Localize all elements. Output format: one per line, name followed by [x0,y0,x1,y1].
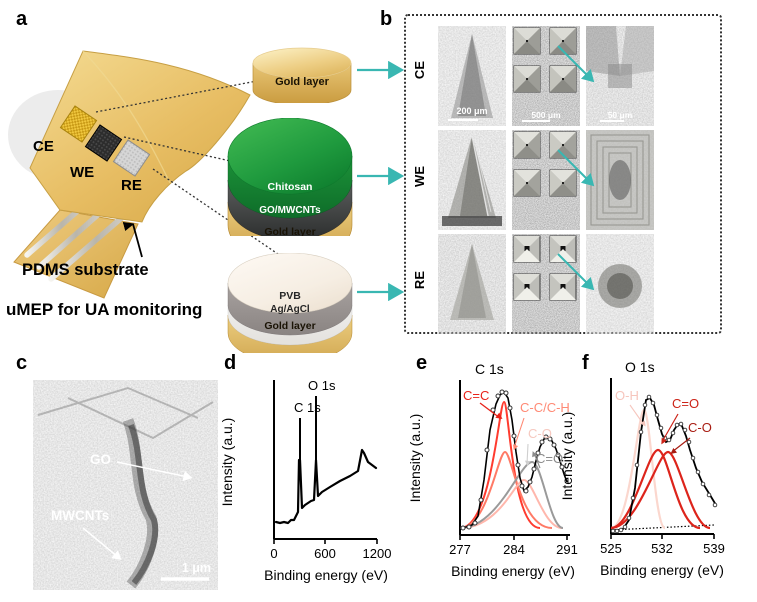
svg-text:50 μm: 50 μm [608,110,633,120]
svg-text:Intensity (a.u.): Intensity (a.u.) [559,412,575,501]
svg-text:C-O: C-O [688,420,712,435]
svg-text:O 1s: O 1s [625,359,655,375]
svg-text:C=O: C=O [672,396,699,411]
svg-text:539: 539 [703,541,725,556]
svg-text:O-H: O-H [615,388,639,403]
svg-text:532: 532 [651,541,673,556]
svg-text:200 μm: 200 μm [456,106,487,116]
svg-text:Binding energy (eV): Binding energy (eV) [600,562,724,578]
svg-text:525: 525 [600,541,622,556]
svg-text:500 μm: 500 μm [531,110,561,120]
